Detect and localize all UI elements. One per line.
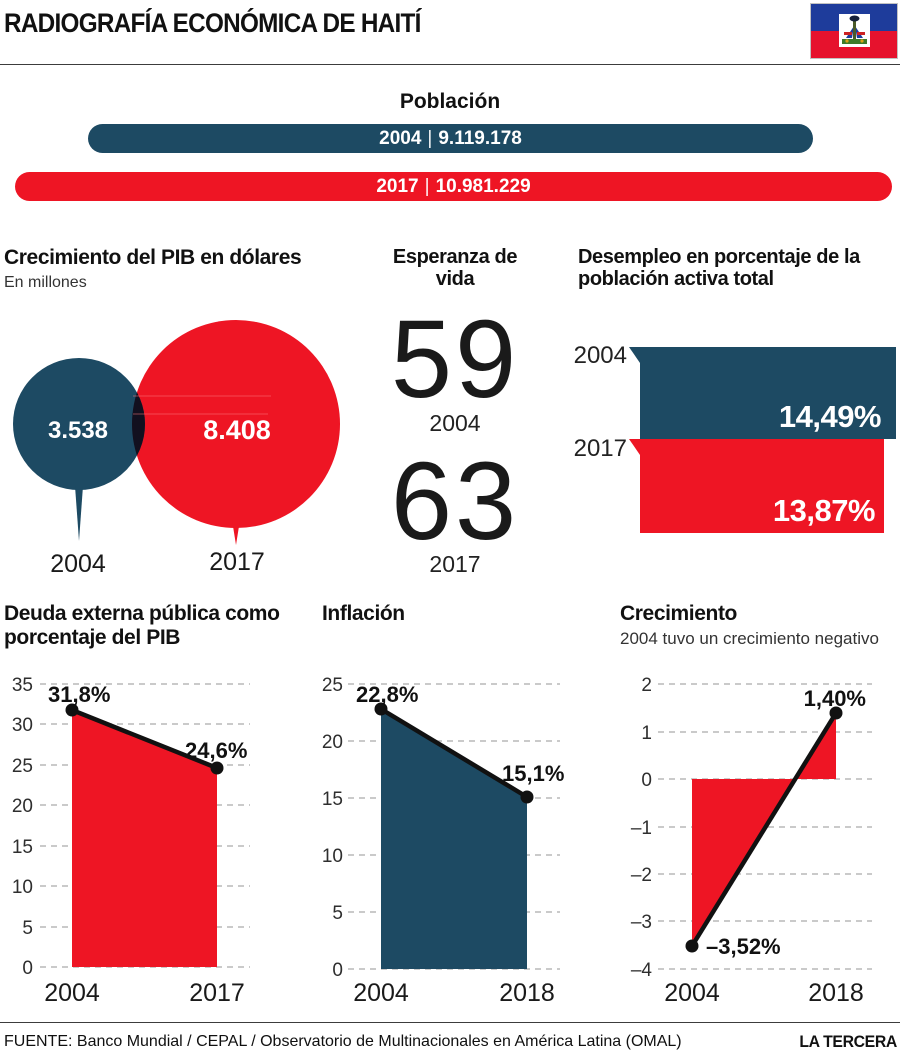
gdp-title: Crecimiento del PIB en dólares [4, 246, 302, 269]
y-tick: 15 [12, 837, 33, 858]
haiti-flag-icon [810, 3, 898, 59]
gdp-pointer-2004 [75, 486, 83, 541]
debt-trend-line [71, 707, 218, 771]
footer-divider [0, 1022, 900, 1023]
gdp-pointer-2017 [232, 520, 240, 545]
y-tick: 0 [22, 958, 33, 979]
unemployment-year-2004: 2004 [573, 342, 627, 369]
gdp-bubble-chart: 3.538 8.408 2004 2017 [13, 320, 340, 578]
population-bar-2004: 2004 | 9.119.178 [88, 124, 813, 153]
page-title: RADIOGRAFÍA ECONÓMICA DE HAITÍ [4, 8, 421, 38]
y-tick: 5 [22, 918, 33, 939]
debt-title-line1: Deuda externa pública como [4, 602, 280, 625]
growth-line-chart: 2 1 0 –1 –2 –3 –4 –3,52% 1,40% 2004 2018 [631, 675, 872, 1007]
y-tick: –4 [631, 960, 653, 981]
x-label: 2018 [499, 979, 555, 1007]
data-point-dot [685, 939, 699, 953]
data-point-dot [829, 706, 843, 720]
life-year-2004: 2004 [429, 410, 481, 436]
debt-chart-title: Deuda externa pública como porcentaje de… [4, 602, 280, 650]
population-year: 2004 [379, 127, 422, 149]
separator: | [424, 175, 430, 197]
y-tick: 20 [12, 796, 33, 817]
population-title: Población [399, 90, 501, 113]
y-tick: 20 [322, 732, 343, 753]
life-title-line1: Esperanza de [392, 246, 518, 268]
growth-chart-title: Crecimiento [620, 602, 737, 625]
unemployment-title: Desempleo en porcentaje de la población … [578, 246, 898, 290]
y-tick: 0 [332, 960, 343, 981]
y-tick: 30 [12, 715, 33, 736]
x-label: 2004 [664, 979, 720, 1007]
unemployment-title-line1: Desempleo en porcentaje de la [578, 246, 860, 268]
flag-coat-of-arms [839, 14, 870, 47]
population-year: 2017 [376, 175, 419, 197]
data-point-dot [210, 761, 224, 775]
bar-notch [629, 439, 640, 455]
growth-chart-subtitle: 2004 tuvo un crecimiento negativo [620, 629, 879, 648]
growth-trend-line [690, 711, 838, 948]
x-label: 2018 [808, 979, 864, 1007]
inflation-area [381, 709, 527, 969]
x-label: 2004 [353, 979, 409, 1007]
gdp-year-2004: 2004 [50, 550, 106, 578]
inflation-chart-title: Inflación [322, 602, 405, 625]
debt-label-2004: 31,8% [48, 682, 110, 707]
life-expectancy-title: Esperanza de vida [360, 246, 550, 290]
y-tick: 25 [322, 675, 343, 696]
gdp-year-2017: 2017 [209, 548, 265, 576]
y-tick: –2 [631, 865, 652, 886]
separator: | [427, 127, 433, 149]
population-bar-2017: 2017 | 10.981.229 [15, 172, 892, 201]
x-label: 2004 [44, 979, 100, 1007]
growth-label-2018: 1,40% [804, 686, 866, 711]
y-tick: –1 [631, 818, 652, 839]
header-divider [0, 64, 900, 65]
source-credit: FUENTE: Banco Mundial / CEPAL / Observat… [4, 1033, 682, 1050]
y-tick: –3 [631, 912, 652, 933]
life-value-2017: 63 [390, 440, 520, 563]
data-point-dot [374, 702, 388, 716]
life-year-2017: 2017 [429, 551, 481, 577]
debt-area [72, 710, 217, 967]
x-label: 2017 [189, 979, 245, 1007]
y-tick: 2 [641, 675, 652, 696]
unemployment-title-line2: población activa total [578, 268, 774, 290]
y-tick: 5 [332, 903, 343, 924]
unemployment-value-2004: 14,49% [778, 399, 882, 434]
life-value-2004: 59 [390, 298, 520, 421]
y-tick: 1 [641, 723, 652, 744]
y-tick: 10 [322, 846, 343, 867]
gdp-subtitle: En millones [4, 274, 87, 291]
debt-title-line2: porcentaje del PIB [4, 626, 181, 649]
gdp-value-2017: 8.408 [203, 415, 271, 445]
inflation-area-chart: 25 20 15 10 5 0 22,8% 15,1% 2004 2018 [322, 675, 565, 1007]
population-value: 10.981.229 [435, 175, 531, 197]
y-tick: 25 [12, 756, 33, 777]
bar-notch [629, 347, 640, 363]
y-tick: 15 [322, 789, 343, 810]
brand-logo: LA TERCERA [799, 1032, 897, 1051]
y-tick: 10 [12, 877, 33, 898]
y-tick: 35 [12, 675, 33, 696]
unemployment-bar-2004: 14,49% [629, 347, 896, 439]
inflation-label-2018: 15,1% [502, 761, 564, 786]
unemployment-value-2017: 13,87% [772, 493, 876, 528]
data-point-dot [65, 703, 79, 717]
debt-area-chart: 35 30 25 20 15 10 5 0 31,8% 24,6% 2004 2… [12, 675, 250, 1007]
unemployment-year-2017: 2017 [573, 435, 627, 462]
life-title-line2: vida [435, 268, 475, 290]
gdp-circle-2017 [132, 320, 340, 528]
gdp-circle-2004 [13, 358, 145, 490]
debt-label-2017: 24,6% [185, 738, 247, 763]
gdp-value-2004: 3.538 [48, 417, 108, 444]
y-tick: 0 [641, 770, 652, 791]
growth-label-2004: –3,52% [706, 934, 781, 959]
inflation-trend-line [379, 707, 529, 799]
unemployment-bar-2017: 13,87% [629, 439, 884, 533]
inflation-label-2004: 22,8% [356, 682, 418, 707]
population-value: 9.119.178 [438, 127, 522, 149]
data-point-dot [520, 790, 534, 804]
